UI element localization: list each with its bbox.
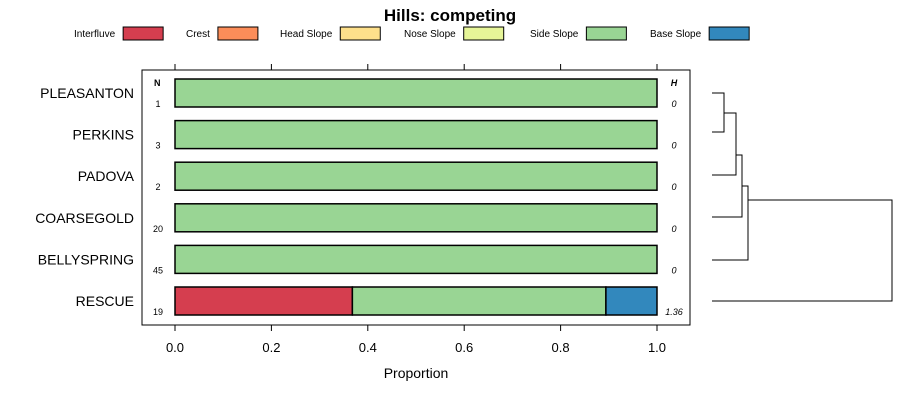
x-tick-label: 1.0 — [648, 340, 666, 355]
dendrogram-branch — [712, 185, 749, 261]
x-tick-label: 0.4 — [359, 340, 377, 355]
bar-segment — [174, 203, 658, 233]
bar-segment — [174, 161, 658, 191]
legend-label: Interfluve — [74, 29, 116, 40]
h-value: 0 — [671, 141, 676, 151]
dendrogram-branch — [712, 112, 737, 176]
dendrogram-branch — [712, 154, 743, 218]
legend-swatch — [217, 26, 259, 41]
dendrogram-branch — [712, 199, 893, 302]
n-value: 45 — [153, 265, 163, 275]
n-value: 3 — [155, 141, 160, 151]
bars — [174, 78, 658, 316]
legend-swatch — [122, 26, 164, 41]
h-value: 1.36 — [665, 307, 683, 317]
bar-segment — [174, 286, 354, 316]
n-value: 19 — [153, 307, 163, 317]
legend-label: Crest — [186, 29, 210, 40]
legend-label: Base Slope — [650, 29, 702, 40]
bar-segment — [174, 244, 658, 275]
x-axis: 0.0 0.2 0.4 0.6 0.8 1.0 — [166, 325, 666, 355]
bar-segment — [351, 286, 607, 316]
chart-title: Hills: competing — [384, 6, 516, 25]
category-label: PADOVA — [78, 168, 135, 184]
category-label: BELLYSPRING — [38, 251, 134, 267]
legend-swatch — [708, 26, 750, 41]
top-axis — [174, 64, 658, 70]
x-tick-label: 0.8 — [552, 340, 570, 355]
legend-label: Nose Slope — [404, 29, 456, 40]
x-tick-label: 0.0 — [166, 340, 184, 355]
x-tick-label: 0.6 — [455, 340, 473, 355]
legend-swatch — [585, 26, 627, 41]
bar-segment — [174, 119, 658, 150]
legend-label: Side Slope — [530, 29, 579, 40]
n-header: N — [154, 78, 161, 88]
dendrogram — [712, 92, 893, 302]
plot-frame — [141, 69, 691, 326]
n-value: 20 — [153, 224, 163, 234]
legend: Interfluve Crest Head Slope Nose Slope Side … — [74, 26, 750, 41]
category-label: RESCUE — [76, 293, 134, 309]
legend-swatch — [463, 26, 505, 41]
x-tick-label: 0.2 — [262, 340, 280, 355]
bar-segment — [605, 286, 658, 316]
h-value: 0 — [671, 224, 676, 234]
dendrogram-branch — [712, 92, 725, 133]
category-label: PERKINS — [73, 127, 134, 143]
legend-swatch — [339, 26, 381, 41]
n-value: 1 — [155, 99, 160, 109]
x-axis-label: Proportion — [384, 365, 449, 381]
h-value: 0 — [671, 182, 676, 192]
bar-segment — [174, 78, 658, 108]
legend-label: Head Slope — [280, 29, 333, 40]
category-label: COARSEGOLD — [35, 210, 134, 226]
h-value: 0 — [671, 265, 676, 275]
h-value: 0 — [671, 99, 676, 109]
category-label: PLEASANTON — [40, 85, 134, 101]
n-value: 2 — [155, 182, 160, 192]
h-header: H — [671, 78, 678, 88]
